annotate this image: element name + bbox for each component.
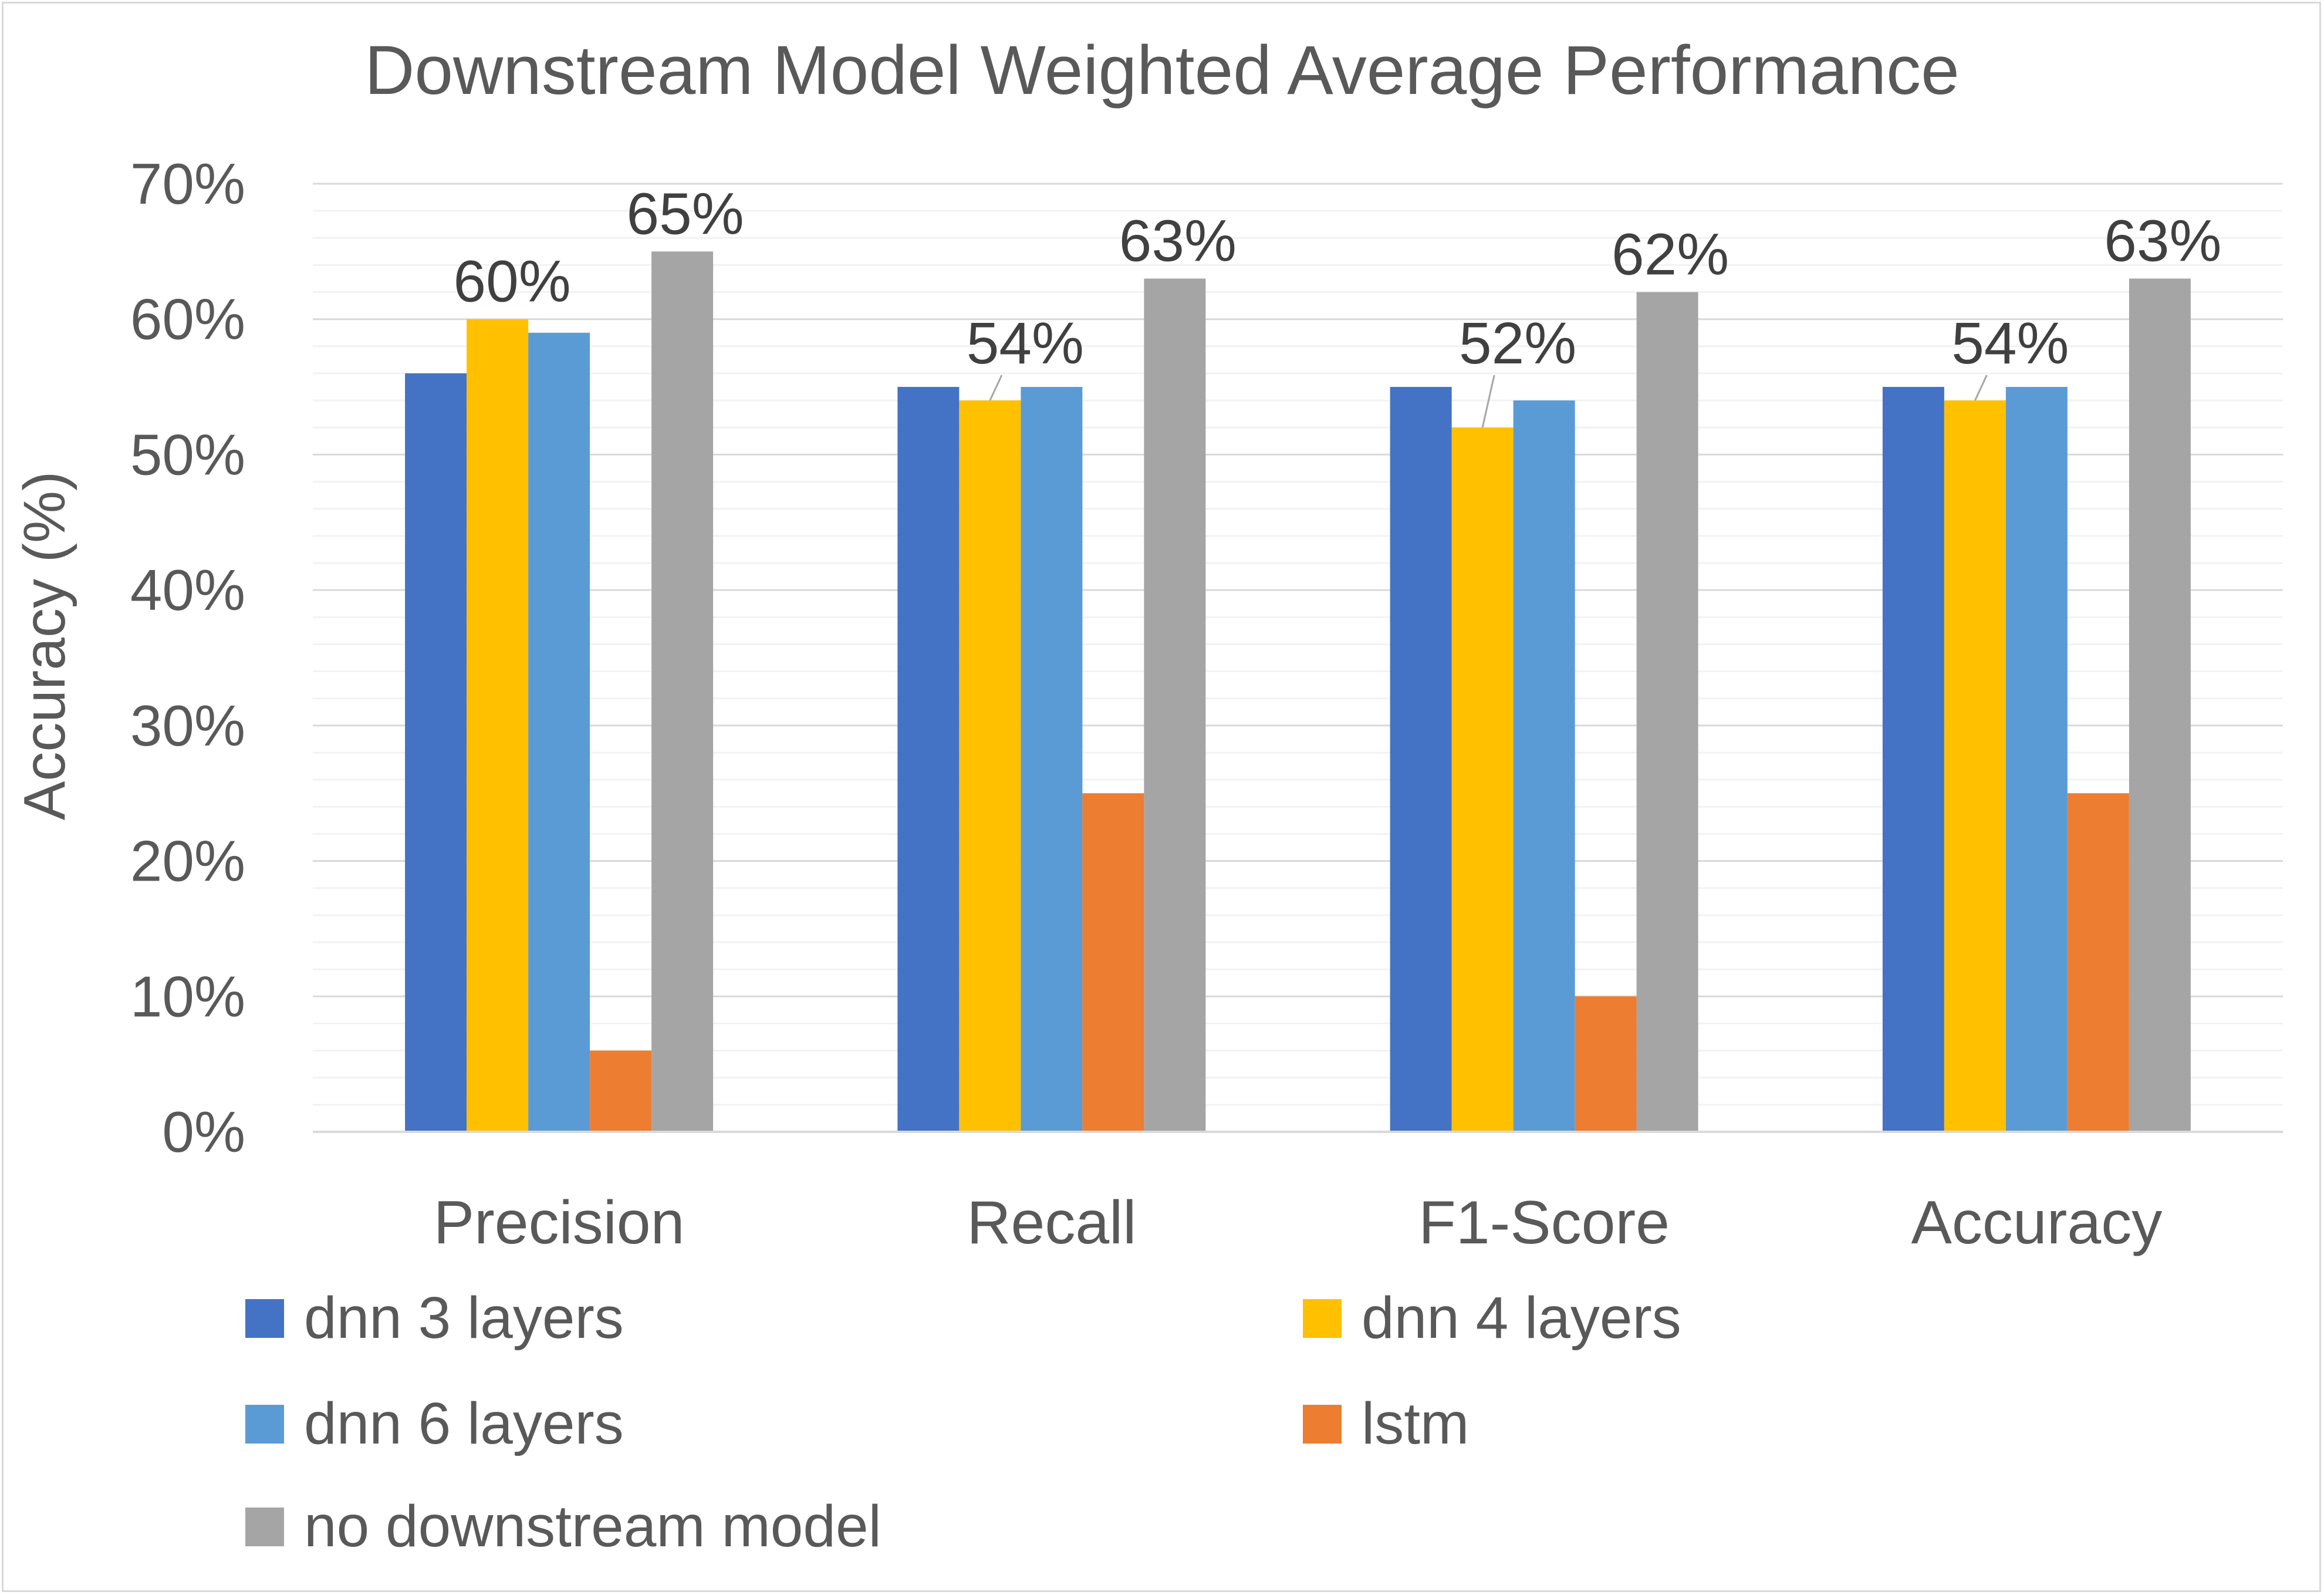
bar — [590, 1050, 652, 1132]
bar — [959, 400, 1021, 1132]
bar — [1021, 387, 1083, 1132]
bar — [1451, 427, 1514, 1132]
data-label: 62% — [1612, 222, 1729, 288]
x-category-label: F1-Score — [1418, 1189, 1670, 1257]
legend-swatch — [1303, 1299, 1342, 1338]
bar — [1944, 400, 2006, 1132]
bar — [528, 332, 590, 1132]
bar — [651, 251, 714, 1132]
legend-label: dnn 4 layers — [1362, 1285, 1681, 1351]
legend-swatch — [245, 1508, 284, 1546]
bars — [405, 251, 2191, 1132]
legend-label: dnn 3 layers — [304, 1285, 624, 1351]
bar — [1882, 387, 1944, 1132]
x-category-label: Precision — [434, 1189, 685, 1257]
y-tick-label: 40% — [130, 558, 245, 622]
data-label: 63% — [2104, 208, 2221, 274]
y-tick-label: 60% — [130, 287, 245, 352]
data-label: 65% — [627, 181, 744, 247]
y-tick-label: 0% — [162, 1100, 245, 1164]
bar — [1144, 278, 1206, 1132]
leader-line — [1481, 375, 1495, 428]
legend-swatch — [245, 1405, 284, 1444]
bar — [2129, 278, 2191, 1132]
legend-label: lstm — [1362, 1391, 1469, 1456]
axes: 0% 10% 20% 30% 40% 50% 60% 70% Precision Recall F1… — [130, 151, 2283, 1257]
bar — [2005, 387, 2068, 1132]
y-tick-label: 20% — [130, 829, 245, 893]
data-label: 60% — [454, 249, 571, 315]
x-category-label: Accuracy — [1911, 1189, 2163, 1257]
bar — [1636, 292, 1698, 1132]
chart-title: Downstream Model Weighted Average Perfor… — [364, 32, 1960, 109]
y-axis-label: Accuracy (%) — [12, 471, 77, 821]
bar — [405, 373, 467, 1132]
bar — [1082, 793, 1144, 1132]
data-label: 52% — [1459, 311, 1576, 376]
y-tick-label: 30% — [130, 693, 245, 758]
data-label: 54% — [1951, 311, 2069, 376]
leader-line — [989, 375, 1003, 401]
bar — [897, 387, 960, 1132]
y-tick-label: 70% — [130, 151, 245, 216]
y-tick-label: 50% — [130, 422, 245, 487]
bar — [467, 319, 529, 1132]
legend-label: no downstream model — [304, 1493, 881, 1559]
data-label: 54% — [967, 311, 1084, 376]
data-labels: 60% 65% 54% 63% 52% 62% 54% 63% — [454, 181, 2221, 428]
legend-swatch — [1303, 1405, 1342, 1444]
bar — [1513, 400, 1575, 1132]
x-category-label: Recall — [967, 1189, 1136, 1257]
data-label: 63% — [1119, 208, 1237, 274]
leader-line — [1974, 375, 1988, 401]
legend-swatch — [245, 1299, 284, 1338]
legend: dnn 3 layers dnn 4 layers dnn 6 layers lstm… — [245, 1285, 1681, 1559]
bar — [1575, 996, 1637, 1132]
y-tick-label: 10% — [130, 964, 245, 1029]
legend-label: dnn 6 layers — [304, 1391, 624, 1456]
bar — [1390, 387, 1452, 1132]
bar — [2067, 793, 2129, 1132]
